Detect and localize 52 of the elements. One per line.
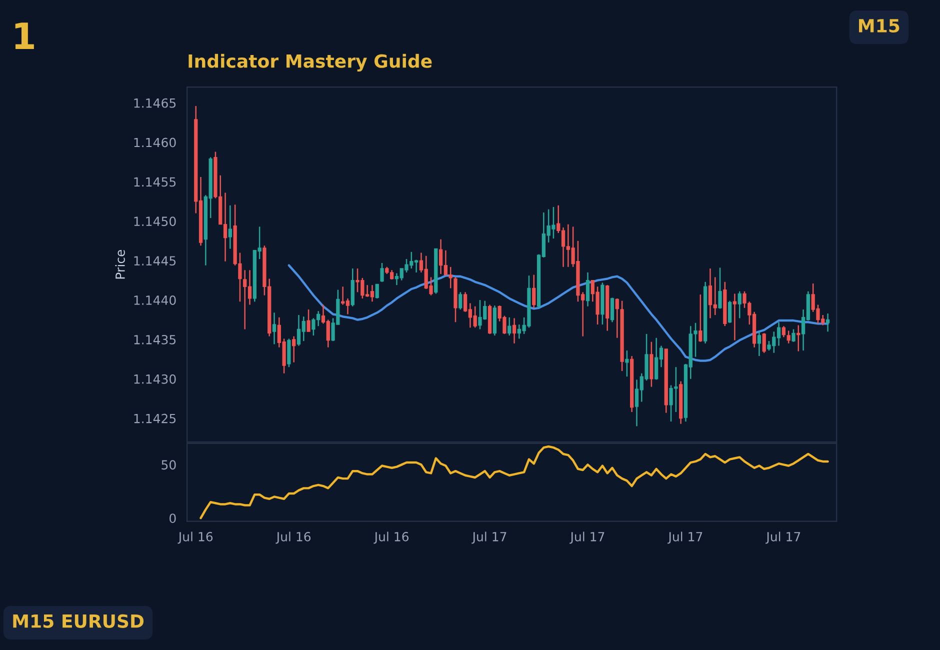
candlestick bbox=[757, 330, 762, 357]
candlestick bbox=[306, 308, 310, 332]
x-tick-label: Jul 16 bbox=[374, 532, 409, 544]
candlestick bbox=[826, 312, 830, 332]
y-tick-label: 1.1440 bbox=[134, 296, 176, 305]
candlestick bbox=[782, 325, 786, 338]
candlestick bbox=[375, 284, 379, 300]
candlestick bbox=[586, 272, 590, 307]
chart-title: Indicator Mastery Guide bbox=[188, 54, 432, 72]
candlestick bbox=[762, 332, 766, 354]
x-tick-label: Jul 17 bbox=[570, 532, 604, 544]
candlestick bbox=[610, 297, 614, 323]
candlestick bbox=[786, 330, 790, 344]
candlestick bbox=[508, 316, 512, 336]
y-tick-label: 1.1455 bbox=[134, 177, 176, 187]
x-tick-label: Jul 17 bbox=[472, 532, 506, 544]
y-tick-label: 1.1435 bbox=[134, 334, 176, 344]
x-tick-label: Jul 17 bbox=[668, 532, 702, 544]
candlestick bbox=[272, 312, 276, 345]
candlestick bbox=[732, 293, 737, 341]
candlestick bbox=[287, 338, 291, 368]
candlestick bbox=[228, 204, 232, 250]
y-tick-label: 1.1425 bbox=[134, 414, 176, 424]
y-tick-label: 1.1445 bbox=[134, 256, 176, 266]
candlestick bbox=[738, 290, 742, 319]
candlestick bbox=[292, 336, 296, 363]
y-tick-label: 1.1450 bbox=[134, 216, 176, 226]
y-tick-label: 0 bbox=[170, 514, 176, 524]
y-tick-label: 50 bbox=[162, 460, 176, 470]
line-series bbox=[288, 264, 829, 362]
x-tick-label: Jul 16 bbox=[178, 532, 213, 544]
x-tick-label: Jul 16 bbox=[276, 532, 311, 544]
candlestick bbox=[532, 274, 536, 309]
candlestick bbox=[728, 300, 732, 324]
candlestick bbox=[718, 267, 722, 310]
y-tick-label: 1.1465 bbox=[134, 98, 176, 108]
text: 1 bbox=[15, 22, 34, 49]
x-tick-label: Jul 17 bbox=[766, 532, 800, 544]
candlestick bbox=[615, 298, 619, 339]
candlestick bbox=[792, 328, 796, 342]
candlestick bbox=[458, 292, 462, 310]
y-axis-title: Price bbox=[115, 250, 125, 279]
candlestick bbox=[512, 318, 516, 344]
y-tick-label: 1.1430 bbox=[134, 374, 176, 384]
line-series bbox=[200, 445, 829, 520]
candlestick bbox=[796, 324, 800, 352]
text: M15 EURUSD bbox=[13, 614, 144, 628]
y-tick-label: 1.1460 bbox=[134, 138, 176, 148]
candlestick bbox=[380, 262, 384, 283]
candlestick bbox=[698, 294, 702, 342]
candlestick bbox=[625, 350, 629, 378]
text: M15 bbox=[859, 19, 900, 33]
